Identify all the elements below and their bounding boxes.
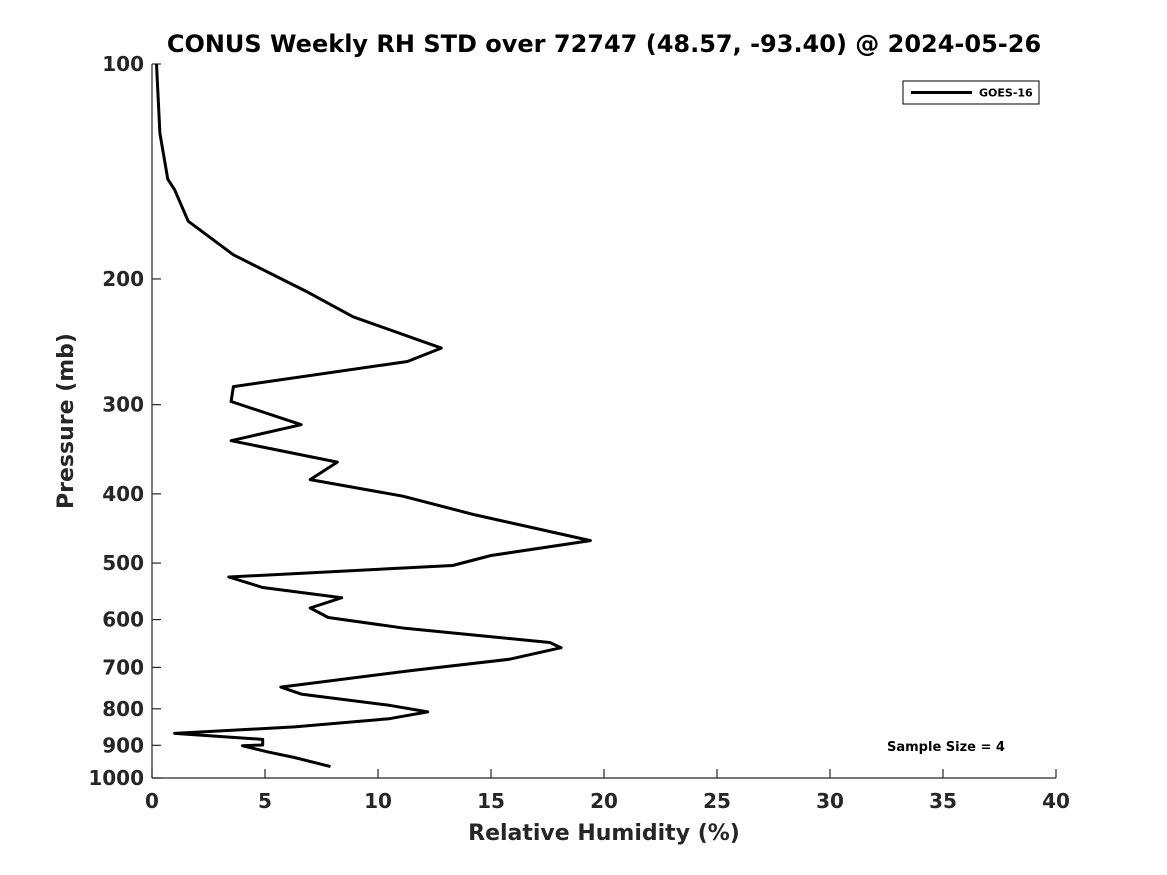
series-group [155, 63, 592, 769]
y-tick-label: 800 [102, 697, 144, 721]
x-tick-label: 0 [145, 789, 159, 813]
x-tick-label: 15 [477, 789, 505, 813]
chart-title: CONUS Weekly RH STD over 72747 (48.57, -… [167, 30, 1041, 58]
y-tick-label: 300 [102, 393, 144, 417]
x-tick-label: 10 [364, 789, 392, 813]
x-tick-label: 5 [258, 789, 272, 813]
x-tick-label: 40 [1042, 789, 1070, 813]
x-ticks: 0 5 10 15 20 25 30 35 40 [145, 769, 1070, 813]
y-tick-label: 900 [102, 733, 144, 757]
y-tick-label: 400 [102, 482, 144, 506]
legend-label-goes-16: GOES-16 [979, 87, 1033, 100]
y-ticks: 100 200 300 400 500 600 700 800 900 1000 [88, 52, 161, 790]
y-tick-label: 500 [102, 551, 144, 575]
x-tick-label: 20 [590, 789, 618, 813]
x-tick-label: 35 [929, 789, 957, 813]
y-tick-label: 700 [102, 655, 144, 679]
y-tick-label: 200 [102, 267, 144, 291]
y-tick-label: 600 [102, 608, 144, 632]
x-tick-label: 25 [703, 789, 731, 813]
x-axis-label: Relative Humidity (%) [468, 821, 740, 846]
y-tick-label: 100 [102, 52, 144, 76]
sample-size-annotation: Sample Size = 4 [887, 740, 1005, 755]
x-tick-label: 30 [816, 789, 844, 813]
series-line-goes-16 [155, 63, 592, 769]
y-axis-label: Pressure (mb) [54, 333, 79, 509]
legend: GOES-16 [902, 80, 1040, 105]
y-tick-label: 1000 [88, 766, 144, 790]
